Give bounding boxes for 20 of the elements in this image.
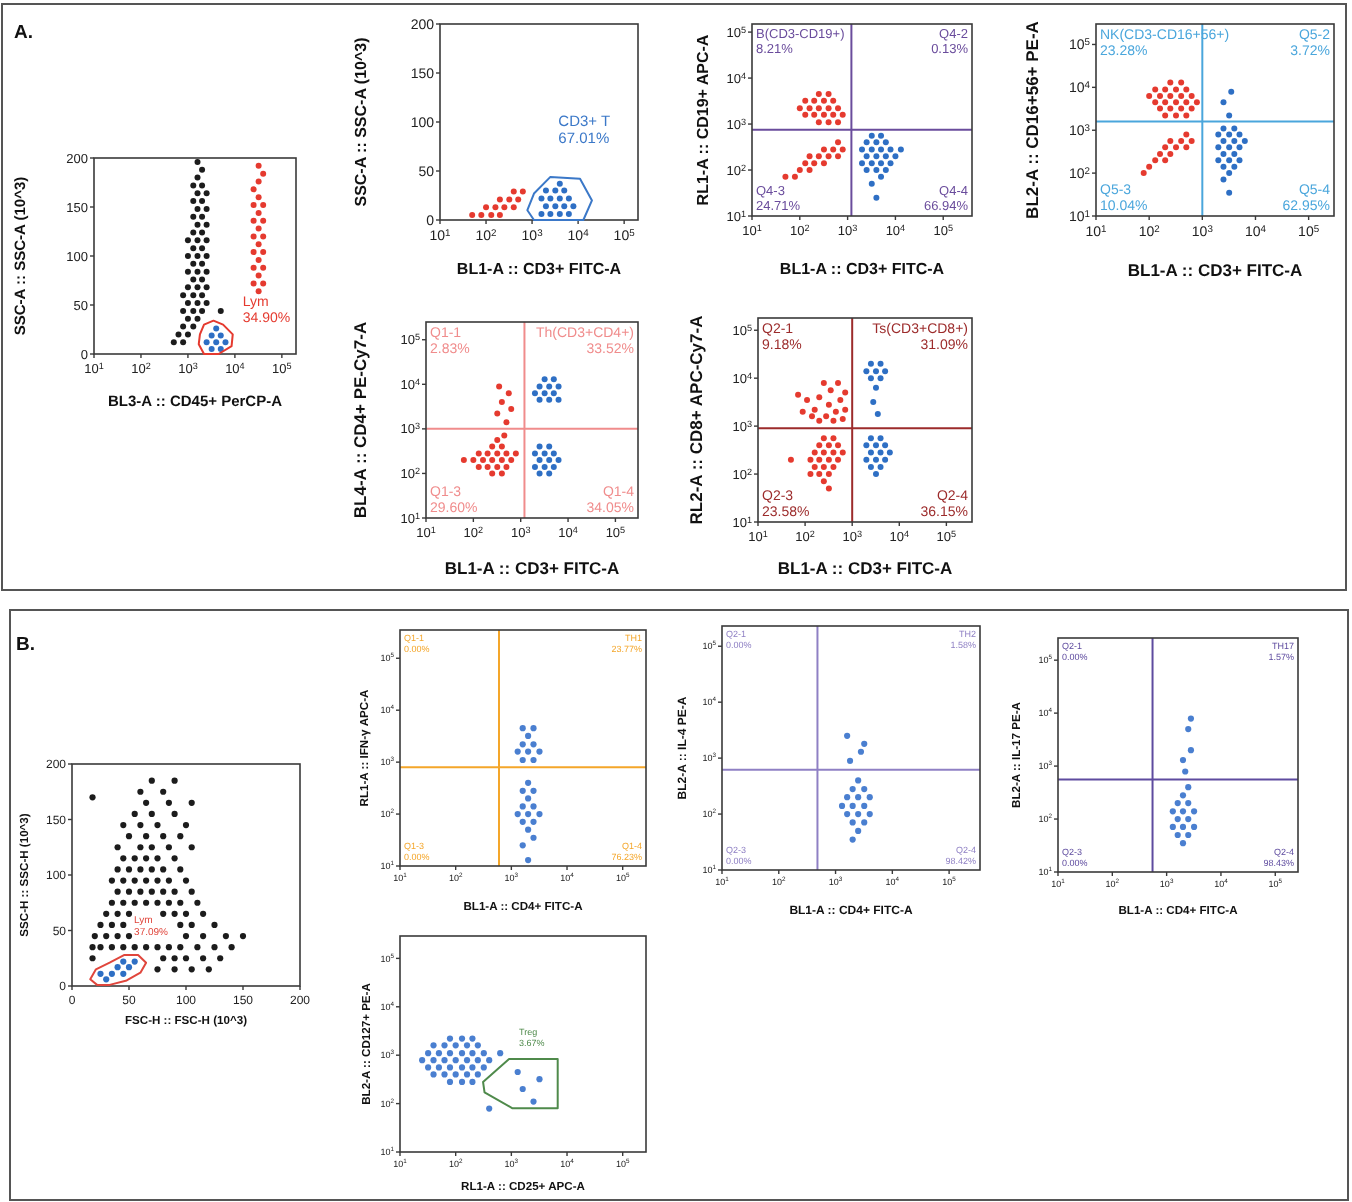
- x-axis-title: BL1-A :: CD3+ FITC-A: [777, 558, 953, 578]
- point: [108, 970, 115, 977]
- x-axis-title: BL1-A :: CD3+ FITC-A: [779, 260, 945, 278]
- y-axis-title: SSC-A :: SSC-A (10^3): [351, 36, 370, 207]
- x-axis-title: BL1-A :: CD3+ FITC-A: [444, 558, 620, 578]
- point: [103, 976, 110, 983]
- point: [125, 964, 133, 971]
- chart-title: A.: [14, 22, 33, 44]
- y-axis-title: RL2-A :: CD8+ APC-Cy7-A: [685, 315, 706, 525]
- point: [120, 970, 127, 977]
- chart-title: B.: [16, 634, 35, 656]
- x-axis-title: BL1-A :: CD3+ FITC-A: [1127, 260, 1303, 280]
- y-axis-title: BL4-A :: CD4+ PE-Cy7-A: [349, 321, 370, 519]
- point: [120, 958, 127, 965]
- point: [114, 964, 121, 971]
- y-axis-title: BL2-A :: CD16+56+ PE-A: [1021, 21, 1042, 219]
- y-axis-title: RL1-A :: CD19+ APC-A: [693, 34, 712, 206]
- point: [97, 970, 104, 977]
- point: [131, 958, 138, 965]
- x-axis-title: BL1-A :: CD3+ FITC-A: [456, 260, 622, 278]
